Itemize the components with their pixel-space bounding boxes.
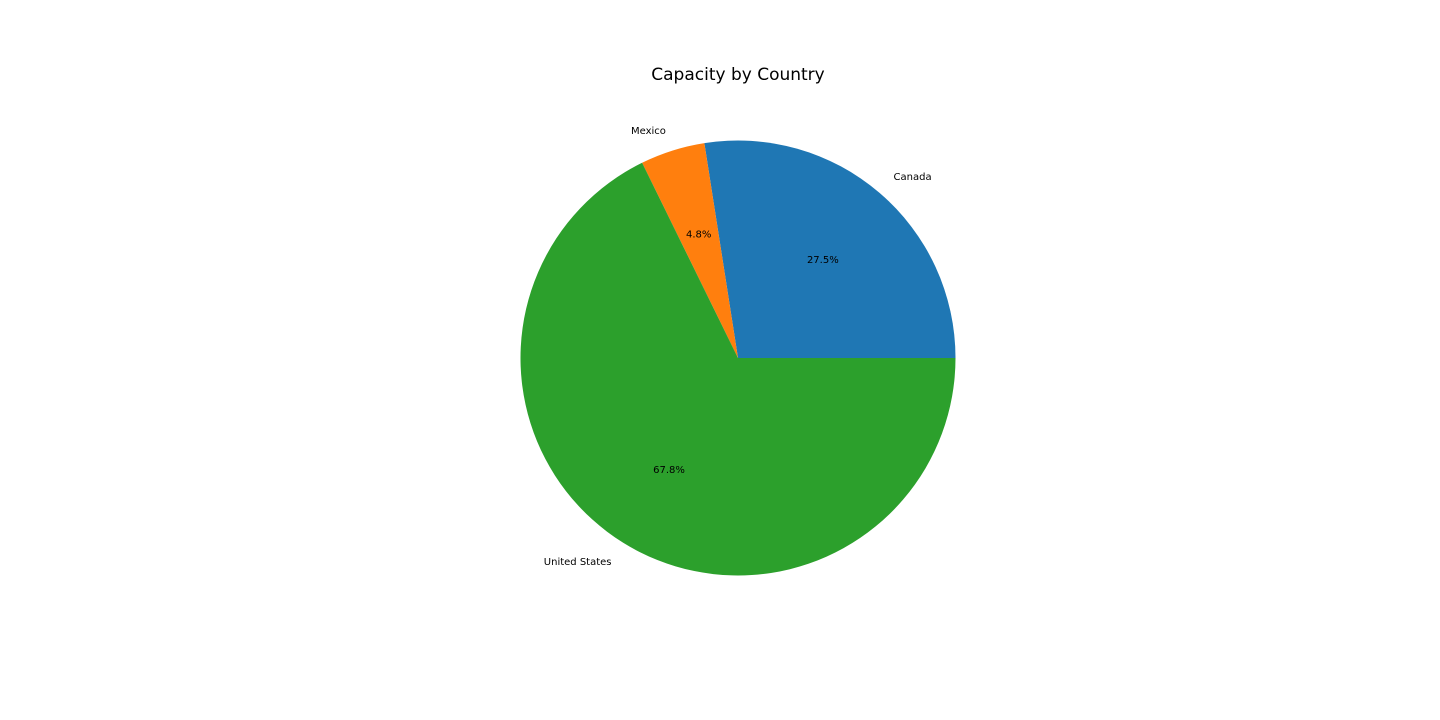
pie-slice-canada [704, 140, 956, 358]
slice-percent-canada: 27.5% [807, 255, 839, 266]
slice-label-united-states: United States [544, 557, 612, 568]
pie-slices [520, 140, 956, 576]
pie-labels: Canada 27.5% Mexico 4.8% United States 67.8% [544, 126, 932, 568]
pie-slice-united-states [520, 162, 956, 576]
slice-label-mexico: Mexico [631, 126, 666, 137]
slice-label-canada: Canada [894, 172, 932, 183]
slice-percent-mexico: 4.8% [686, 230, 711, 241]
slice-percent-united-states: 67.8% [653, 465, 685, 476]
pie-slice-mexico [642, 143, 738, 358]
chart-title: Capacity by Country [651, 65, 825, 85]
